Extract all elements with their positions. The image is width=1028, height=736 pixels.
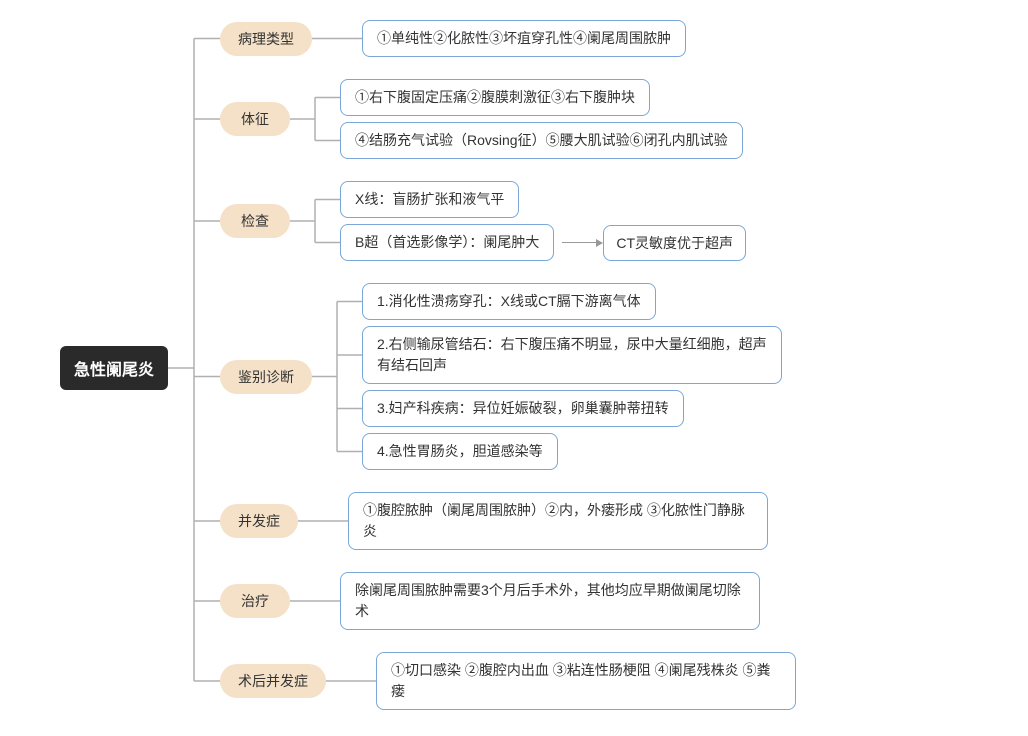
children-container: 1.消化性溃疡穿孔：X线或CT膈下游离气体 2.右侧输尿管结石：右下腹压痛不明显，… bbox=[362, 283, 782, 470]
root-label: 急性阑尾炎 bbox=[74, 362, 154, 379]
level1-node: 鉴别诊断 bbox=[220, 360, 312, 394]
level3-node: CT灵敏度优于超声 bbox=[603, 225, 746, 261]
arrow-line bbox=[562, 242, 596, 244]
branch: 鉴别诊断 1.消化性溃疡穿孔：X线或CT膈下游离气体 2.右侧输尿管结石：右下腹压痛… bbox=[220, 283, 796, 470]
level2-node: 4.急性胃肠炎，胆道感染等 bbox=[362, 433, 558, 470]
level2-node: ④结肠充气试验（Rovsing征）⑤腰大肌试验⑥闭孔内肌试验 bbox=[340, 122, 743, 159]
level2-node: ①单纯性②化脓性③坏疽穿孔性④阑尾周围脓肿 bbox=[362, 20, 686, 57]
level1-node: 检查 bbox=[220, 204, 290, 238]
child-row: 3.妇产科疾病：异位妊娠破裂，卵巢囊肿蒂扭转 bbox=[362, 390, 782, 427]
branch: 病理类型 ①单纯性②化脓性③坏疽穿孔性④阑尾周围脓肿 bbox=[220, 20, 796, 57]
level2-node: ①切口感染 ②腹腔内出血 ③粘连性肠梗阻 ④阑尾残株炎 ⑤粪瘘 bbox=[376, 652, 796, 710]
branch: 治疗 除阑尾周围脓肿需要3个月后手术外，其他均应早期做阑尾切除术 bbox=[220, 572, 796, 630]
level2-node: 1.消化性溃疡穿孔：X线或CT膈下游离气体 bbox=[362, 283, 656, 320]
children-container: ①切口感染 ②腹腔内出血 ③粘连性肠梗阻 ④阑尾残株炎 ⑤粪瘘 bbox=[376, 652, 796, 710]
children-container: ①单纯性②化脓性③坏疽穿孔性④阑尾周围脓肿 bbox=[362, 20, 686, 57]
branch: 检查 X线：盲肠扩张和液气平 B超（首选影像学）：阑尾肿大 CT灵敏度优于超声 bbox=[220, 181, 796, 261]
child-row: ①腹腔脓肿（阑尾周围脓肿）②内，外瘘形成 ③化脓性门静脉炎 bbox=[348, 492, 768, 550]
arrow-connector bbox=[562, 239, 603, 247]
level1-node: 体征 bbox=[220, 102, 290, 136]
child-row: 2.右侧输尿管结石：右下腹压痛不明显，尿中大量红细胞，超声有结石回声 bbox=[362, 326, 782, 384]
level2-node: 除阑尾周围脓肿需要3个月后手术外，其他均应早期做阑尾切除术 bbox=[340, 572, 760, 630]
children-container: X线：盲肠扩张和液气平 B超（首选影像学）：阑尾肿大 CT灵敏度优于超声 bbox=[340, 181, 746, 261]
level2-node: B超（首选影像学）：阑尾肿大 bbox=[340, 224, 554, 261]
arrow-head-icon bbox=[596, 239, 603, 247]
level1-node: 术后并发症 bbox=[220, 664, 326, 698]
level1-node: 并发症 bbox=[220, 504, 298, 538]
child-row: ①单纯性②化脓性③坏疽穿孔性④阑尾周围脓肿 bbox=[362, 20, 686, 57]
child-row: X线：盲肠扩张和液气平 bbox=[340, 181, 746, 218]
branch: 并发症 ①腹腔脓肿（阑尾周围脓肿）②内，外瘘形成 ③化脓性门静脉炎 bbox=[220, 492, 796, 550]
branches-container: 病理类型 ①单纯性②化脓性③坏疽穿孔性④阑尾周围脓肿体征 ①右下腹固定压痛②腹膜刺激… bbox=[220, 20, 796, 710]
level2-node: 2.右侧输尿管结石：右下腹压痛不明显，尿中大量红细胞，超声有结石回声 bbox=[362, 326, 782, 384]
branch: 体征 ①右下腹固定压痛②腹膜刺激征③右下腹肿块 ④结肠充气试验（Rovsing征）⑤… bbox=[220, 79, 796, 159]
child-row: ①右下腹固定压痛②腹膜刺激征③右下腹肿块 bbox=[340, 79, 743, 116]
root-node: 急性阑尾炎 bbox=[60, 346, 168, 390]
level1-node: 治疗 bbox=[220, 584, 290, 618]
child-row: ①切口感染 ②腹腔内出血 ③粘连性肠梗阻 ④阑尾残株炎 ⑤粪瘘 bbox=[376, 652, 796, 710]
level2-node: 3.妇产科疾病：异位妊娠破裂，卵巢囊肿蒂扭转 bbox=[362, 390, 684, 427]
child-row: ④结肠充气试验（Rovsing征）⑤腰大肌试验⑥闭孔内肌试验 bbox=[340, 122, 743, 159]
child-row: B超（首选影像学）：阑尾肿大 CT灵敏度优于超声 bbox=[340, 224, 746, 261]
child-row: 除阑尾周围脓肿需要3个月后手术外，其他均应早期做阑尾切除术 bbox=[340, 572, 760, 630]
branch: 术后并发症 ①切口感染 ②腹腔内出血 ③粘连性肠梗阻 ④阑尾残株炎 ⑤粪瘘 bbox=[220, 652, 796, 710]
level2-node: X线：盲肠扩张和液气平 bbox=[340, 181, 519, 218]
child-row: 1.消化性溃疡穿孔：X线或CT膈下游离气体 bbox=[362, 283, 782, 320]
level1-node: 病理类型 bbox=[220, 22, 312, 56]
children-container: ①腹腔脓肿（阑尾周围脓肿）②内，外瘘形成 ③化脓性门静脉炎 bbox=[348, 492, 768, 550]
children-container: ①右下腹固定压痛②腹膜刺激征③右下腹肿块 ④结肠充气试验（Rovsing征）⑤腰大… bbox=[340, 79, 743, 159]
level2-node: ①右下腹固定压痛②腹膜刺激征③右下腹肿块 bbox=[340, 79, 650, 116]
level2-node: ①腹腔脓肿（阑尾周围脓肿）②内，外瘘形成 ③化脓性门静脉炎 bbox=[348, 492, 768, 550]
children-container: 除阑尾周围脓肿需要3个月后手术外，其他均应早期做阑尾切除术 bbox=[340, 572, 760, 630]
child-row: 4.急性胃肠炎，胆道感染等 bbox=[362, 433, 782, 470]
